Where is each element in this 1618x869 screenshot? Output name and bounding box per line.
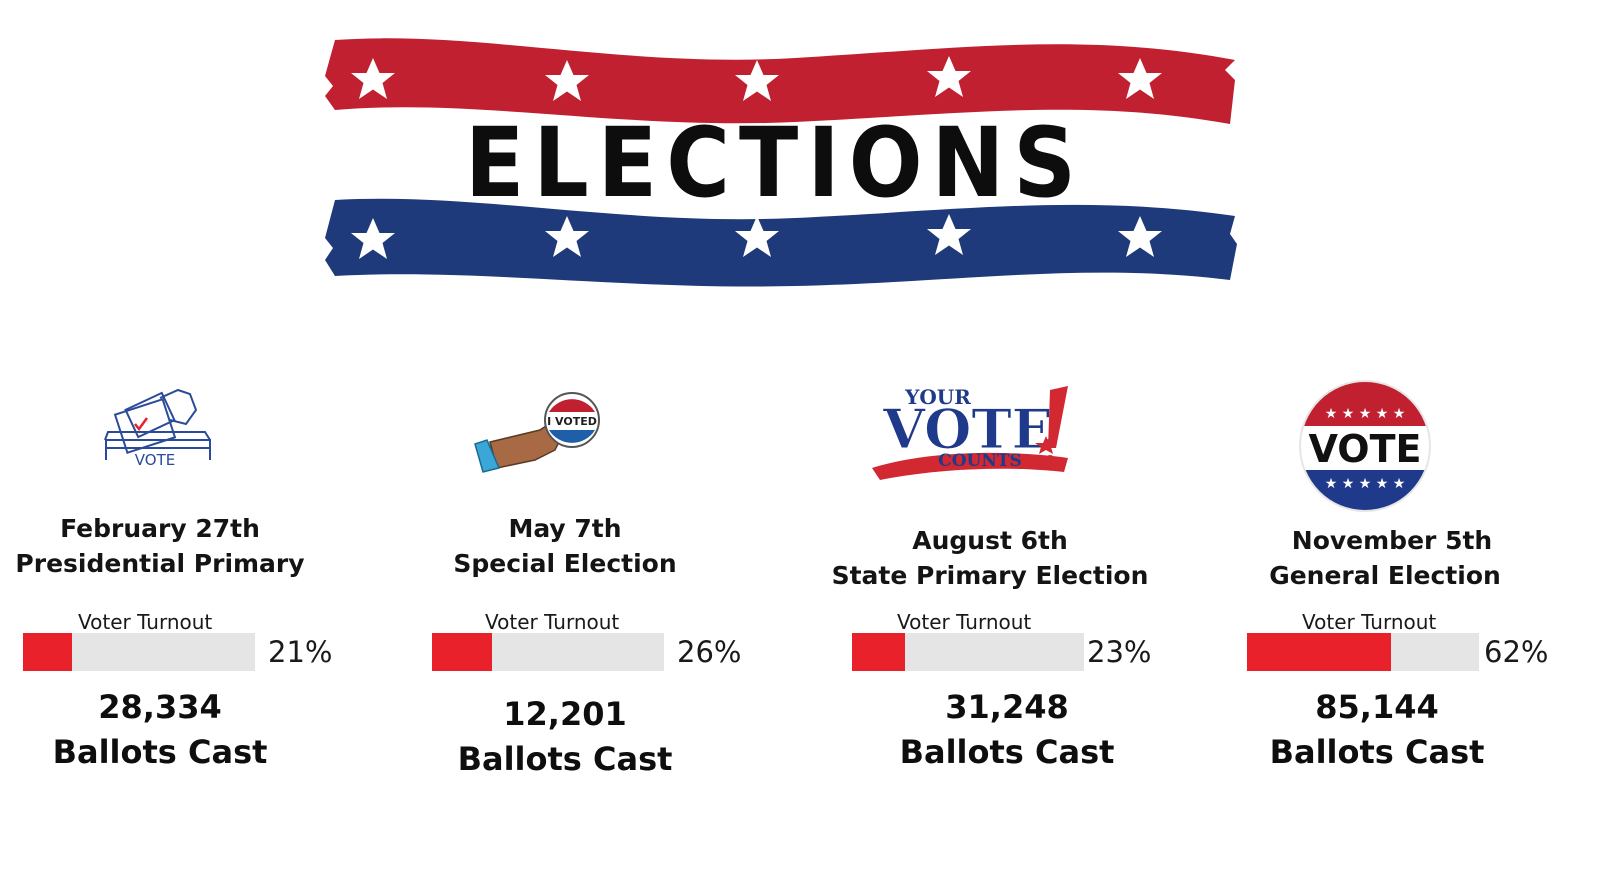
voter-turnout-label: Voter Turnout [78, 610, 213, 634]
turnout-bar-fill [23, 633, 72, 671]
election-card-special-election: I VOTED May 7th Special Election Voter T… [405, 380, 741, 850]
turnout-bar-fill [852, 633, 906, 671]
election-date: February 27th [60, 514, 260, 543]
counts-text: COUNTS [938, 451, 1022, 471]
election-name: General Election [1269, 561, 1501, 590]
turnout-bar-track [432, 633, 664, 671]
ballots-cast-count: 12,201 [503, 695, 627, 733]
vote-button-top-stars: ★ ★ ★ ★ ★ [1325, 406, 1406, 422]
blue-stripe [325, 198, 1237, 287]
ballot-box-icon: VOTE [104, 388, 211, 469]
turnout-bar-track [852, 633, 1084, 671]
election-card-state-primary-election: YOUR VOTE COUNTS August 6th State Primar… [832, 380, 1170, 850]
election-card-general-election: ★ ★ ★ ★ ★ ★ ★ ★ ★ ★ VOTE November 5th Ge… [1232, 380, 1552, 850]
election-name: Special Election [453, 549, 677, 578]
ballot-box-icon-text: VOTE [135, 451, 175, 469]
vote-button-bottom-stars: ★ ★ ★ ★ ★ [1325, 476, 1406, 492]
ballots-cast-label: Ballots Cast [52, 733, 268, 771]
ballots-cast-count: 31,248 [945, 688, 1069, 726]
i-voted-sticker-text: I VOTED [547, 415, 597, 428]
ballots-cast-label: Ballots Cast [457, 740, 673, 778]
turnout-percent: 26% [677, 635, 742, 669]
voter-turnout-label: Voter Turnout [485, 610, 620, 634]
i-voted-sticker-icon: I VOTED [474, 392, 600, 473]
banner-title: ELECTIONS [465, 107, 1085, 219]
election-date: May 7th [508, 514, 622, 543]
turnout-percent: 62% [1484, 635, 1549, 669]
vote-button-icon: ★ ★ ★ ★ ★ ★ ★ ★ ★ ★ VOTE [1299, 380, 1431, 512]
turnout-percent: 23% [1087, 635, 1152, 669]
election-date: August 6th [912, 526, 1068, 555]
ballots-cast-count: 28,334 [98, 688, 222, 726]
turnout-bar-track [1247, 633, 1479, 671]
voter-turnout-label: Voter Turnout [1302, 610, 1437, 634]
turnout-bar-track [23, 633, 255, 671]
your-vote-counts-icon: YOUR VOTE COUNTS [872, 385, 1068, 480]
ballots-cast-label: Ballots Cast [899, 733, 1115, 771]
election-name: State Primary Election [831, 561, 1149, 590]
election-date: November 5th [1291, 526, 1493, 555]
ballots-cast-label: Ballots Cast [1269, 733, 1485, 771]
turnout-percent: 21% [268, 635, 333, 669]
ballots-cast-count: 85,144 [1315, 688, 1439, 726]
elections-banner: ELECTIONS [325, 38, 1237, 287]
turnout-bar-fill [1247, 633, 1391, 671]
vote-button-text: VOTE [1309, 427, 1422, 471]
red-stripe [325, 38, 1235, 124]
election-name: Presidential Primary [15, 549, 305, 578]
election-card-presidential-primary: VOTE February 27th Presidential Primary … [0, 380, 332, 850]
your-text: YOUR [904, 385, 971, 409]
voter-turnout-label: Voter Turnout [897, 610, 1032, 634]
vote-text: VOTE [882, 397, 1053, 461]
turnout-bar-fill [432, 633, 493, 671]
